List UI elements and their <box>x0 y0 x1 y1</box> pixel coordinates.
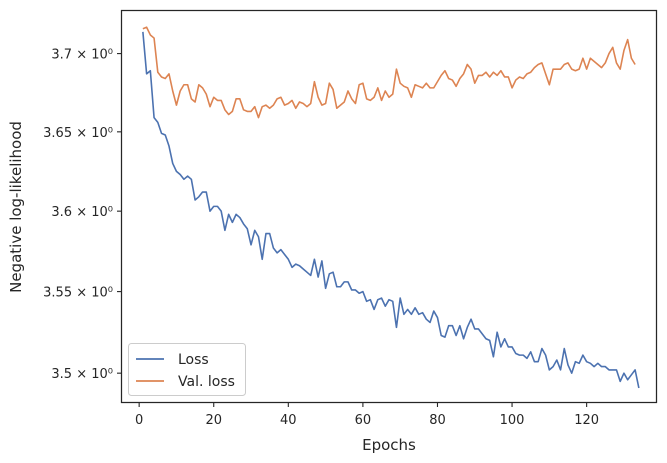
x-tick-label: 120 <box>574 413 599 428</box>
y-tick-label: 3.55 × 10⁰ <box>43 286 113 301</box>
y-tick-label: 3.5 × 10⁰ <box>51 367 113 382</box>
series-line-val-loss <box>142 26 636 119</box>
y-tick-label: 3.7 × 10⁰ <box>51 48 113 63</box>
x-tick-label: 0 <box>135 413 143 428</box>
y-tick-label: 3.6 × 10⁰ <box>51 205 113 220</box>
legend-frame <box>128 343 246 396</box>
legend-label-loss: Loss <box>178 352 209 368</box>
y-tick-label: 3.65 × 10⁰ <box>43 126 113 141</box>
x-tick-label: 60 <box>355 413 372 428</box>
y-axis-label: Negative log-likelihood <box>7 121 25 293</box>
series-line-loss <box>142 31 640 389</box>
y-axis: 3.5 × 10⁰ 3.55 × 10⁰ 3.6 × 10⁰ 3.65 × 10⁰ 3.… <box>43 48 122 382</box>
series-layer <box>142 26 640 389</box>
x-tick-label: 80 <box>429 413 446 428</box>
x-tick-label: 100 <box>500 413 525 428</box>
x-tick-label: 40 <box>280 413 297 428</box>
plot-frame <box>120 9 658 404</box>
x-axis: 0 20 40 60 80 100 120 <box>135 402 599 428</box>
x-axis-label: Epochs <box>362 436 416 454</box>
legend-label-val-loss: Val. loss <box>178 374 235 390</box>
legend: Loss Val. loss <box>128 343 246 396</box>
x-tick-label: 20 <box>205 413 222 428</box>
